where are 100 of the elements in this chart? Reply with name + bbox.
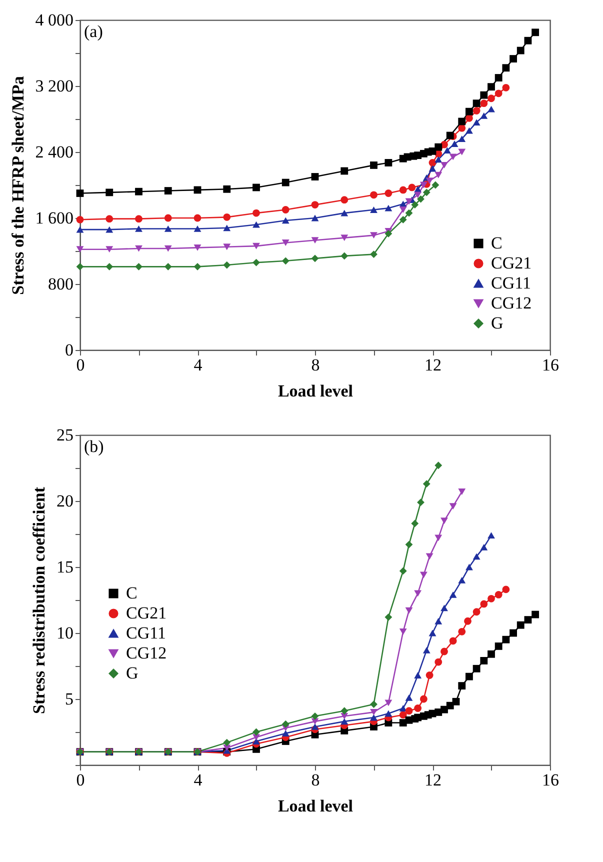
point <box>252 221 260 228</box>
point <box>106 262 114 270</box>
point <box>488 83 495 91</box>
y-tick-label: 2 400 <box>35 142 74 162</box>
point <box>480 100 488 108</box>
point <box>223 244 231 250</box>
point <box>472 664 480 672</box>
point <box>488 94 495 102</box>
point <box>252 738 260 744</box>
point <box>311 173 319 180</box>
point <box>223 224 231 232</box>
point <box>422 480 430 488</box>
point <box>76 216 84 224</box>
point <box>311 724 319 730</box>
point <box>458 628 466 636</box>
point <box>340 234 348 242</box>
point <box>223 213 231 221</box>
point <box>480 600 488 608</box>
point <box>466 127 473 134</box>
point <box>502 586 510 594</box>
point <box>282 240 290 246</box>
point <box>488 650 495 658</box>
point <box>494 90 502 98</box>
point <box>405 198 413 205</box>
point <box>135 226 142 232</box>
point <box>458 576 466 584</box>
point <box>405 540 413 548</box>
point <box>472 553 480 560</box>
x-tick-label: 16 <box>542 770 559 790</box>
point <box>405 707 413 715</box>
point <box>426 553 434 560</box>
point <box>516 46 524 54</box>
legend-label: CG21 <box>491 254 532 272</box>
point <box>443 147 451 154</box>
y-tick-label: 15 <box>56 558 74 576</box>
point <box>370 708 378 716</box>
point <box>252 258 260 266</box>
point <box>164 245 172 252</box>
point <box>458 118 466 126</box>
point <box>194 214 202 222</box>
point <box>464 617 472 625</box>
point <box>532 28 540 36</box>
point <box>370 161 378 169</box>
x-tick-label: 12 <box>424 770 442 790</box>
point <box>414 192 422 198</box>
point <box>414 590 422 597</box>
point <box>420 182 428 188</box>
y-axis-title: Stress of the HFRP sheet/MPa <box>8 76 28 295</box>
point <box>370 191 378 199</box>
point <box>340 718 348 725</box>
point <box>194 226 202 232</box>
point <box>440 162 448 168</box>
point <box>384 190 392 197</box>
point <box>164 226 172 232</box>
point <box>458 136 466 142</box>
annotation: (a) <box>84 22 103 41</box>
point <box>458 148 466 156</box>
point <box>502 84 510 92</box>
point <box>340 210 348 216</box>
point <box>405 607 413 614</box>
point <box>524 36 532 44</box>
legend-label: C <box>491 234 502 252</box>
point <box>472 100 480 108</box>
y-tick-label: 10 <box>56 624 74 642</box>
point <box>480 91 488 99</box>
point <box>76 246 84 253</box>
point <box>434 658 442 666</box>
point <box>494 642 502 650</box>
point <box>106 215 114 223</box>
point <box>399 711 407 719</box>
point <box>510 629 517 637</box>
y-axis-title: Stress redistribution coefficient <box>30 486 48 714</box>
point <box>449 592 457 598</box>
legend-label: C <box>126 584 138 602</box>
point <box>432 181 440 189</box>
point <box>311 214 319 222</box>
point <box>428 165 436 172</box>
point <box>106 246 114 253</box>
point <box>466 672 473 680</box>
point <box>76 190 84 197</box>
legend-label: G <box>491 314 504 332</box>
point <box>414 672 422 678</box>
point <box>466 564 473 570</box>
annotation: (b) <box>84 437 104 456</box>
point <box>426 178 434 184</box>
point <box>384 204 392 212</box>
point <box>449 154 457 160</box>
point <box>428 159 436 166</box>
point <box>440 706 448 714</box>
legend-label: CG12 <box>491 294 532 312</box>
point <box>311 237 319 244</box>
point <box>405 209 413 217</box>
legend-label: CG12 <box>126 644 167 662</box>
legend-label: CG21 <box>126 604 167 622</box>
point <box>223 738 231 746</box>
point <box>472 608 480 616</box>
point <box>252 734 260 740</box>
point <box>194 186 202 194</box>
point <box>480 657 488 664</box>
point <box>502 64 510 72</box>
